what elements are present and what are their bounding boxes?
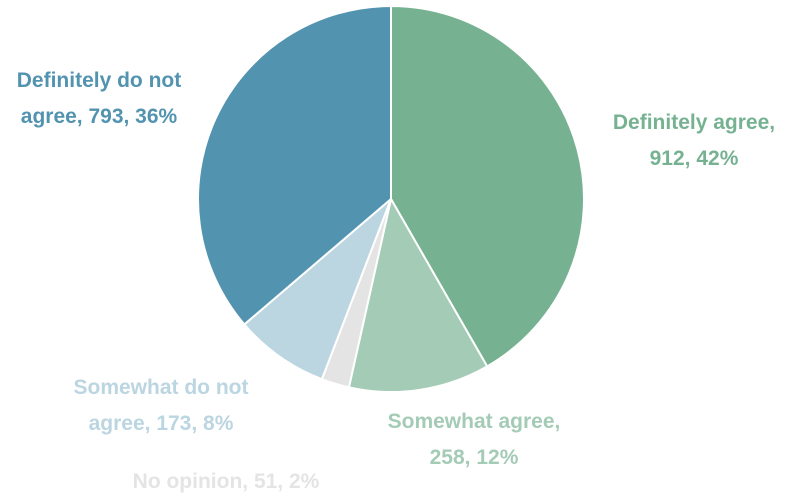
data-label-line: Somewhat agree, <box>388 410 561 433</box>
pie-slice-somewhat-agree <box>347 198 489 393</box>
data-label-line: Definitely do not <box>17 69 182 92</box>
data-label-somewhat-agree: Somewhat agree, 258, 12% <box>388 410 561 469</box>
data-label-line: 258, 12% <box>430 446 519 469</box>
data-label-definitely-do-not-agree: Definitely do not agree, 793, 36% <box>17 69 182 128</box>
data-label-definitely-agree: Definitely agree, 912, 42% <box>613 111 775 170</box>
pie-labels: Definitely agree, 912, 42% Somewhat agree,… <box>17 69 775 493</box>
data-label-line: agree, 173, 8% <box>89 412 234 435</box>
pie-slice-definitely-agree <box>390 5 585 368</box>
data-label-line: 912, 42% <box>650 147 739 170</box>
pie-slice-definitely-do-not-agree <box>197 5 392 326</box>
data-label-line: No opinion, 51, 2% <box>133 470 320 493</box>
pie-slice-somewhat-do-not-agree <box>243 198 392 381</box>
data-label-line: Somewhat do not <box>74 376 249 399</box>
data-label-somewhat-do-not-agree: Somewhat do not agree, 173, 8% <box>74 376 249 435</box>
data-label-no-opinion: No opinion, 51, 2% <box>133 470 320 493</box>
pie-slices <box>197 5 585 393</box>
data-label-line: agree, 793, 36% <box>21 105 178 128</box>
data-label-line: Definitely agree, <box>613 111 775 134</box>
